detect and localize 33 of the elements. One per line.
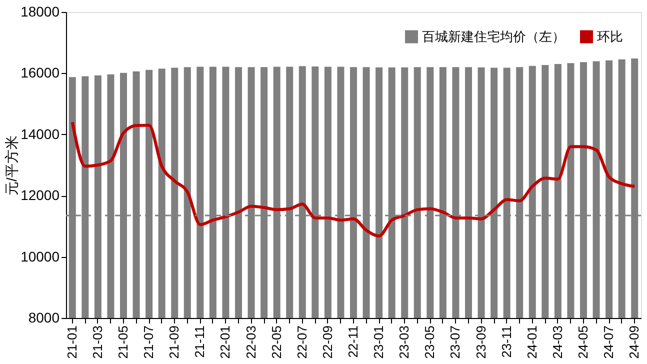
legend-label: 环比 bbox=[597, 28, 623, 44]
x-tick-label: 21-11 bbox=[192, 326, 208, 358]
y-tick-label: 16000 bbox=[20, 64, 60, 81]
x-tick-label: 24-07 bbox=[601, 326, 616, 359]
y-tick-label: 8000 bbox=[28, 310, 60, 326]
y-tick-label: 18000 bbox=[20, 4, 60, 20]
x-tick-label: 22-01 bbox=[218, 326, 233, 359]
x-tick-label: 24-09 bbox=[626, 326, 642, 359]
y-tick-label: 14000 bbox=[20, 126, 60, 142]
x-tick-label: 21-07 bbox=[141, 326, 156, 359]
x-tick-label: 23-03 bbox=[396, 326, 412, 359]
x-tick-label: 24-05 bbox=[576, 326, 590, 359]
y-tick-label: 10000 bbox=[20, 248, 60, 264]
y-tick-label: 12000 bbox=[20, 187, 60, 204]
legend-label: 百城新建住宅均价（左） bbox=[422, 28, 565, 44]
x-tick-label: 24-01 bbox=[524, 326, 540, 359]
x-tick-label: 21-09 bbox=[166, 326, 182, 359]
x-tick-label: 21-01 bbox=[64, 326, 80, 359]
line-series bbox=[70, 120, 636, 238]
x-tick-label: 23-11 bbox=[498, 326, 514, 358]
x-tick-label: 24-03 bbox=[550, 326, 565, 359]
x-tick-label: 23-01 bbox=[371, 326, 386, 359]
x-tick-label: 22-03 bbox=[243, 326, 258, 359]
y-axis-title: 元/平方米 bbox=[4, 136, 20, 196]
x-tick-label: 23-07 bbox=[448, 326, 463, 359]
x-tick-label: 23-09 bbox=[473, 326, 488, 359]
x-tick-label: 21-05 bbox=[116, 326, 130, 359]
x-tick-label: 21-03 bbox=[90, 326, 105, 359]
x-tick-label: 22-09 bbox=[320, 326, 335, 359]
x-tick-label: 23-05 bbox=[422, 326, 438, 359]
x-tick-label: 22-05 bbox=[268, 326, 284, 359]
x-tick-label: 22-11 bbox=[346, 326, 360, 358]
x-tick-label: 22-07 bbox=[294, 326, 310, 359]
